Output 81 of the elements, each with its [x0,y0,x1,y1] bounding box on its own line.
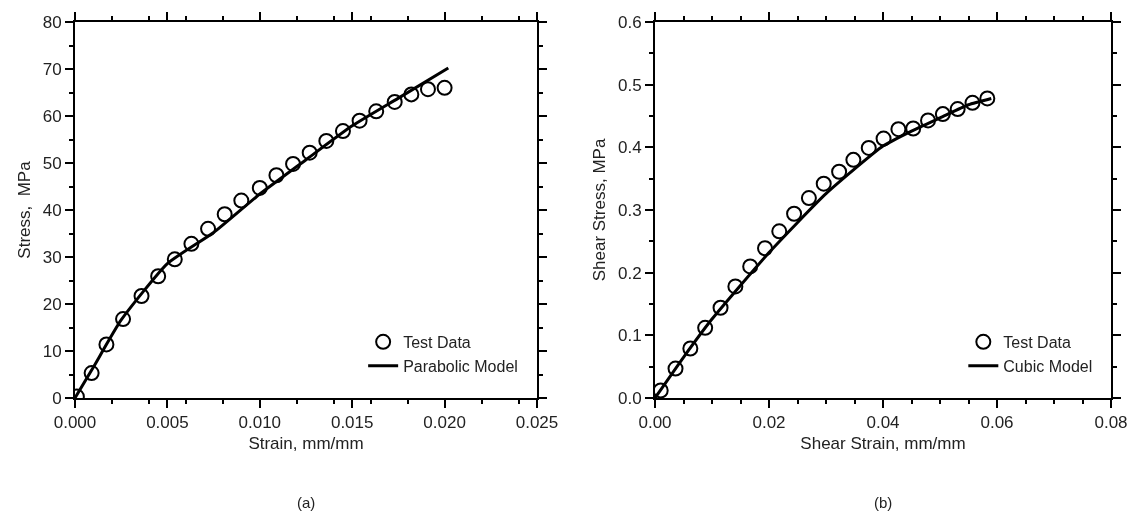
y-tick-label: 20 [42,294,62,314]
point [98,336,115,353]
point [979,90,996,107]
x-tick-label: 0.015 [330,413,374,433]
y-tick-label: 0.5 [617,75,642,95]
point [875,130,892,147]
legend-label: Test Data [1003,334,1072,352]
legend-label: Cubic Model [1003,357,1093,375]
point [183,235,200,252]
x-tick-label: 0.08 [1094,413,1128,433]
point [83,365,100,382]
x-tick-label: 0.00 [638,413,672,433]
y-tick-label: 70 [42,59,62,79]
point [860,139,877,156]
legend-label: Parabolic Model [403,357,518,375]
point [133,288,150,304]
x-axis-title: Strain, mm/mm [248,434,364,454]
y-tick-label: 80 [42,12,62,32]
point [251,179,268,196]
text: (b) [874,494,893,511]
point [831,163,848,180]
point [697,319,714,336]
y-tick-label: 0.6 [617,12,642,32]
point [949,101,966,118]
x-tick-label: 0.025 [515,413,559,433]
point [845,151,862,168]
y-tick-label: 10 [42,341,62,361]
point [150,268,167,285]
y-tick-label: 0.4 [617,138,642,158]
point [890,121,907,138]
point [386,93,403,110]
x-tick-label: 0.06 [980,413,1014,433]
y-tick-label: 40 [42,200,62,220]
point [682,340,699,357]
point [742,258,759,275]
point [436,79,453,96]
point [268,167,285,184]
point [200,220,217,237]
point [786,205,803,222]
point [166,251,183,268]
point [285,155,302,172]
point [712,299,729,316]
y-axis-title: Shear Stress, MPa [590,138,610,282]
y-axis-title: Stress, MPa [14,160,34,259]
point [800,190,817,207]
y-tick-label: 0.1 [617,326,642,346]
point [318,132,335,149]
point [920,112,937,129]
y-tick-label: 50 [42,153,62,173]
y-tick-label: 30 [42,247,62,267]
text: (a) [297,494,316,511]
point [757,240,774,257]
point [115,311,132,328]
point [934,106,951,123]
x-tick-label: 0.000 [53,413,97,433]
y-tick-label: 60 [42,106,62,126]
point [419,81,436,98]
x-tick-label: 0.020 [423,413,466,433]
point [403,86,420,103]
point [216,206,233,223]
point [667,360,684,377]
point [905,120,922,137]
x-tick-label: 0.02 [752,413,786,433]
x-tick-label: 0.010 [238,413,282,433]
x-tick-label: 0.005 [146,413,189,433]
point [301,144,318,161]
x-axis-title: Shear Strain, mm/mm [800,434,966,454]
y-tick-label: 0.2 [617,263,642,283]
point [727,278,744,295]
y-tick-label: 0 [52,388,62,408]
legend-label: Test Data [403,334,471,352]
point [771,223,788,240]
point [815,175,832,192]
point [334,123,351,140]
point [964,94,981,111]
point [368,103,385,120]
y-tick-label: 0.0 [617,388,642,408]
y-tick-label: 0.3 [617,200,642,220]
x-tick-label: 0.04 [866,413,900,433]
point [351,112,368,129]
point [233,192,250,209]
